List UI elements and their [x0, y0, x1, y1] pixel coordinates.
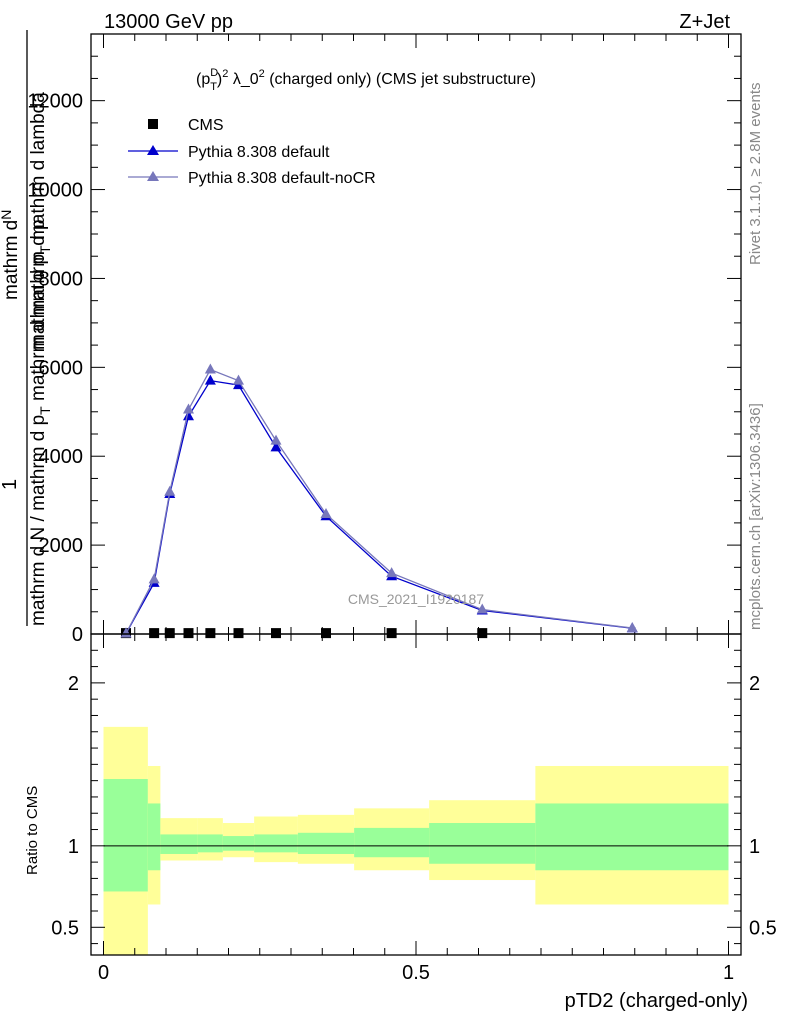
ratio-band-stat — [222, 836, 255, 851]
ylabel-denominator: mathrm d N / mathrm d pT mathrm d mathrm… — [28, 219, 53, 626]
main-axis-ticks: 0 2000 4000 6000 8000 10000 12000 — [27, 33, 741, 646]
ratio-band-stat — [197, 834, 223, 853]
ylabel-numerator-one: 1 — [0, 479, 21, 490]
series-point — [626, 622, 638, 632]
main-series — [120, 363, 638, 639]
series-point — [204, 374, 216, 385]
ylabel-numerator: mathrm dN — [0, 210, 22, 300]
main-ytick-label: 12000 — [27, 91, 83, 113]
ratio-band-stat — [297, 832, 355, 854]
rivet-label: Rivet 3.1.10, ≥ 2.8M events — [747, 83, 764, 266]
main-title: (pD T)2 λ_02 (charged only) (CMS jet subs… — [196, 67, 536, 93]
series-point — [320, 508, 332, 518]
cms-point — [386, 628, 397, 639]
legend: CMS Pythia 8.308 default Pythia 8.308 de… — [128, 117, 376, 187]
ratio-band-stat — [147, 803, 161, 871]
ratio-bands — [103, 726, 729, 955]
ratio-xtick-label: 0 — [98, 962, 109, 984]
main-ylabel: 1 mathrm dN mathrm d pT mathrm d lambda … — [0, 30, 53, 626]
mcplots-label: mcplots.cern.ch [arXiv:1306.3436] — [747, 403, 764, 630]
main-ytick-label: 0 — [72, 624, 83, 646]
main-ytick-label: 10000 — [27, 180, 83, 202]
ratio-ylabel: Ratio to CMS — [24, 786, 41, 875]
main-ytick-label: 2000 — [39, 535, 84, 557]
cms-point — [164, 628, 175, 639]
cms-point — [321, 628, 331, 639]
header-right: Z+Jet — [679, 11, 730, 33]
ratio-xtick-label: 0.5 — [402, 962, 430, 984]
ratio-ytick-label: 0.5 — [51, 917, 79, 939]
series-point — [120, 627, 132, 638]
series-point — [270, 441, 282, 452]
ratio-ytick-label-right: 0.5 — [749, 917, 777, 939]
header-left: 13000 GeV pp — [104, 11, 233, 33]
main-panel: 0 2000 4000 6000 8000 10000 12000 — [27, 33, 742, 646]
ratio-panel: 0.5 0.5 1 1 2 2 0 0.5 1 — [51, 633, 777, 984]
series-point — [183, 403, 194, 414]
cms-point — [233, 628, 244, 639]
ratio-ytick-label: 1 — [68, 836, 79, 858]
main-ytick-label: 4000 — [39, 446, 84, 468]
ratio-ytick-label-right: 1 — [749, 836, 760, 858]
cms-point — [271, 628, 281, 639]
ylabel-numerator-b: mathrm d pT mathrm d lambda — [28, 92, 53, 350]
main-ytick-label: 8000 — [39, 268, 84, 290]
legend-nocr-label: Pythia 8.308 default-noCR — [188, 170, 376, 187]
series-point — [183, 410, 194, 421]
series-point — [386, 567, 398, 578]
cms-point — [477, 628, 488, 639]
ratio-ytick-label: 2 — [68, 673, 79, 695]
legend-default-marker — [147, 145, 159, 155]
ratio-frame — [90, 633, 742, 956]
series-point — [270, 434, 282, 445]
ratio-band-stat — [429, 823, 536, 864]
x-axis-label: pTD2 (charged-only) — [565, 990, 748, 1012]
cms-point — [205, 628, 216, 639]
series-point — [148, 573, 160, 584]
ratio-band-stat — [354, 827, 430, 858]
main-ytick-label: 6000 — [39, 357, 84, 379]
cms-point — [149, 628, 160, 639]
legend-default-label: Pythia 8.308 default — [188, 144, 330, 161]
watermark: CMS_2021_I1920187 — [348, 591, 484, 607]
cms-point — [183, 628, 194, 639]
series-point — [164, 485, 176, 496]
ratio-band-stat — [254, 834, 298, 853]
series-point — [233, 374, 244, 385]
ratio-band-stat — [103, 779, 148, 892]
legend-cms-marker — [148, 119, 158, 129]
ratio-band-stat — [160, 834, 198, 854]
series-point — [476, 603, 488, 614]
legend-nocr-marker — [147, 171, 159, 181]
ratio-axis-ticks: 0.5 0.5 1 1 2 2 0 0.5 1 — [51, 634, 777, 984]
legend-cms-label: CMS — [188, 117, 224, 134]
ratio-xtick-label: 1 — [723, 962, 734, 984]
ratio-band-stat — [535, 803, 729, 871]
ratio-ytick-label-right: 2 — [749, 673, 760, 695]
series-point — [204, 363, 216, 374]
